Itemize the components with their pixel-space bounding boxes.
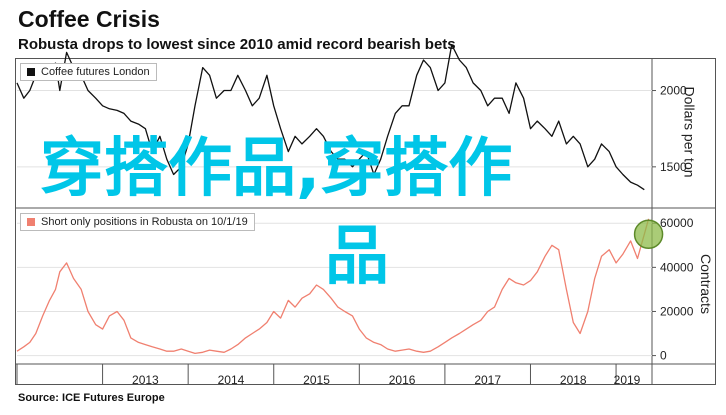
short-positions-line — [16, 218, 650, 355]
source-note: Source: ICE Futures Europe — [18, 392, 165, 404]
latest-value-highlight — [633, 219, 664, 250]
watermark-line2: 品 — [325, 220, 389, 294]
ylabel-top: Dollars per ton — [681, 86, 698, 178]
chart-title: Coffee Crisis — [18, 6, 160, 32]
x-tick-label: 2013 — [132, 373, 159, 387]
ylabel-bottom: Contracts — [697, 254, 714, 314]
bottom-tick-label: 40000 — [660, 260, 694, 274]
x-tick-label: 2019 — [614, 373, 641, 387]
chart-frame — [15, 58, 716, 385]
top-tick-label: 2000 — [660, 84, 687, 98]
chart-subtitle: Robusta drops to lowest since 2010 amid … — [18, 36, 456, 53]
bottom-tick-label: 20000 — [660, 304, 694, 318]
x-tick-label: 2014 — [218, 373, 245, 387]
legend-bottom: Short only positions in Robusta on 10/1/… — [20, 213, 255, 231]
x-tick-label: 2017 — [474, 373, 501, 387]
watermark-line1: 穿搭作品,穿搭作 — [40, 132, 513, 206]
legend-top-label: Coffee futures London — [41, 66, 150, 78]
legend-bottom-swatch — [27, 218, 35, 226]
x-tick-label: 2015 — [303, 373, 330, 387]
legend-bottom-label: Short only positions in Robusta on 10/1/… — [41, 216, 248, 228]
bottom-tick-label: 0 — [660, 349, 667, 363]
x-tick-label: 2016 — [389, 373, 416, 387]
x-tick-label: 2018 — [560, 373, 587, 387]
bottom-tick-label: 60000 — [660, 216, 694, 230]
coffee-futures-line — [16, 44, 645, 191]
legend-top: Coffee futures London — [20, 63, 157, 81]
top-tick-label: 1500 — [660, 160, 687, 174]
legend-top-swatch — [27, 68, 35, 76]
